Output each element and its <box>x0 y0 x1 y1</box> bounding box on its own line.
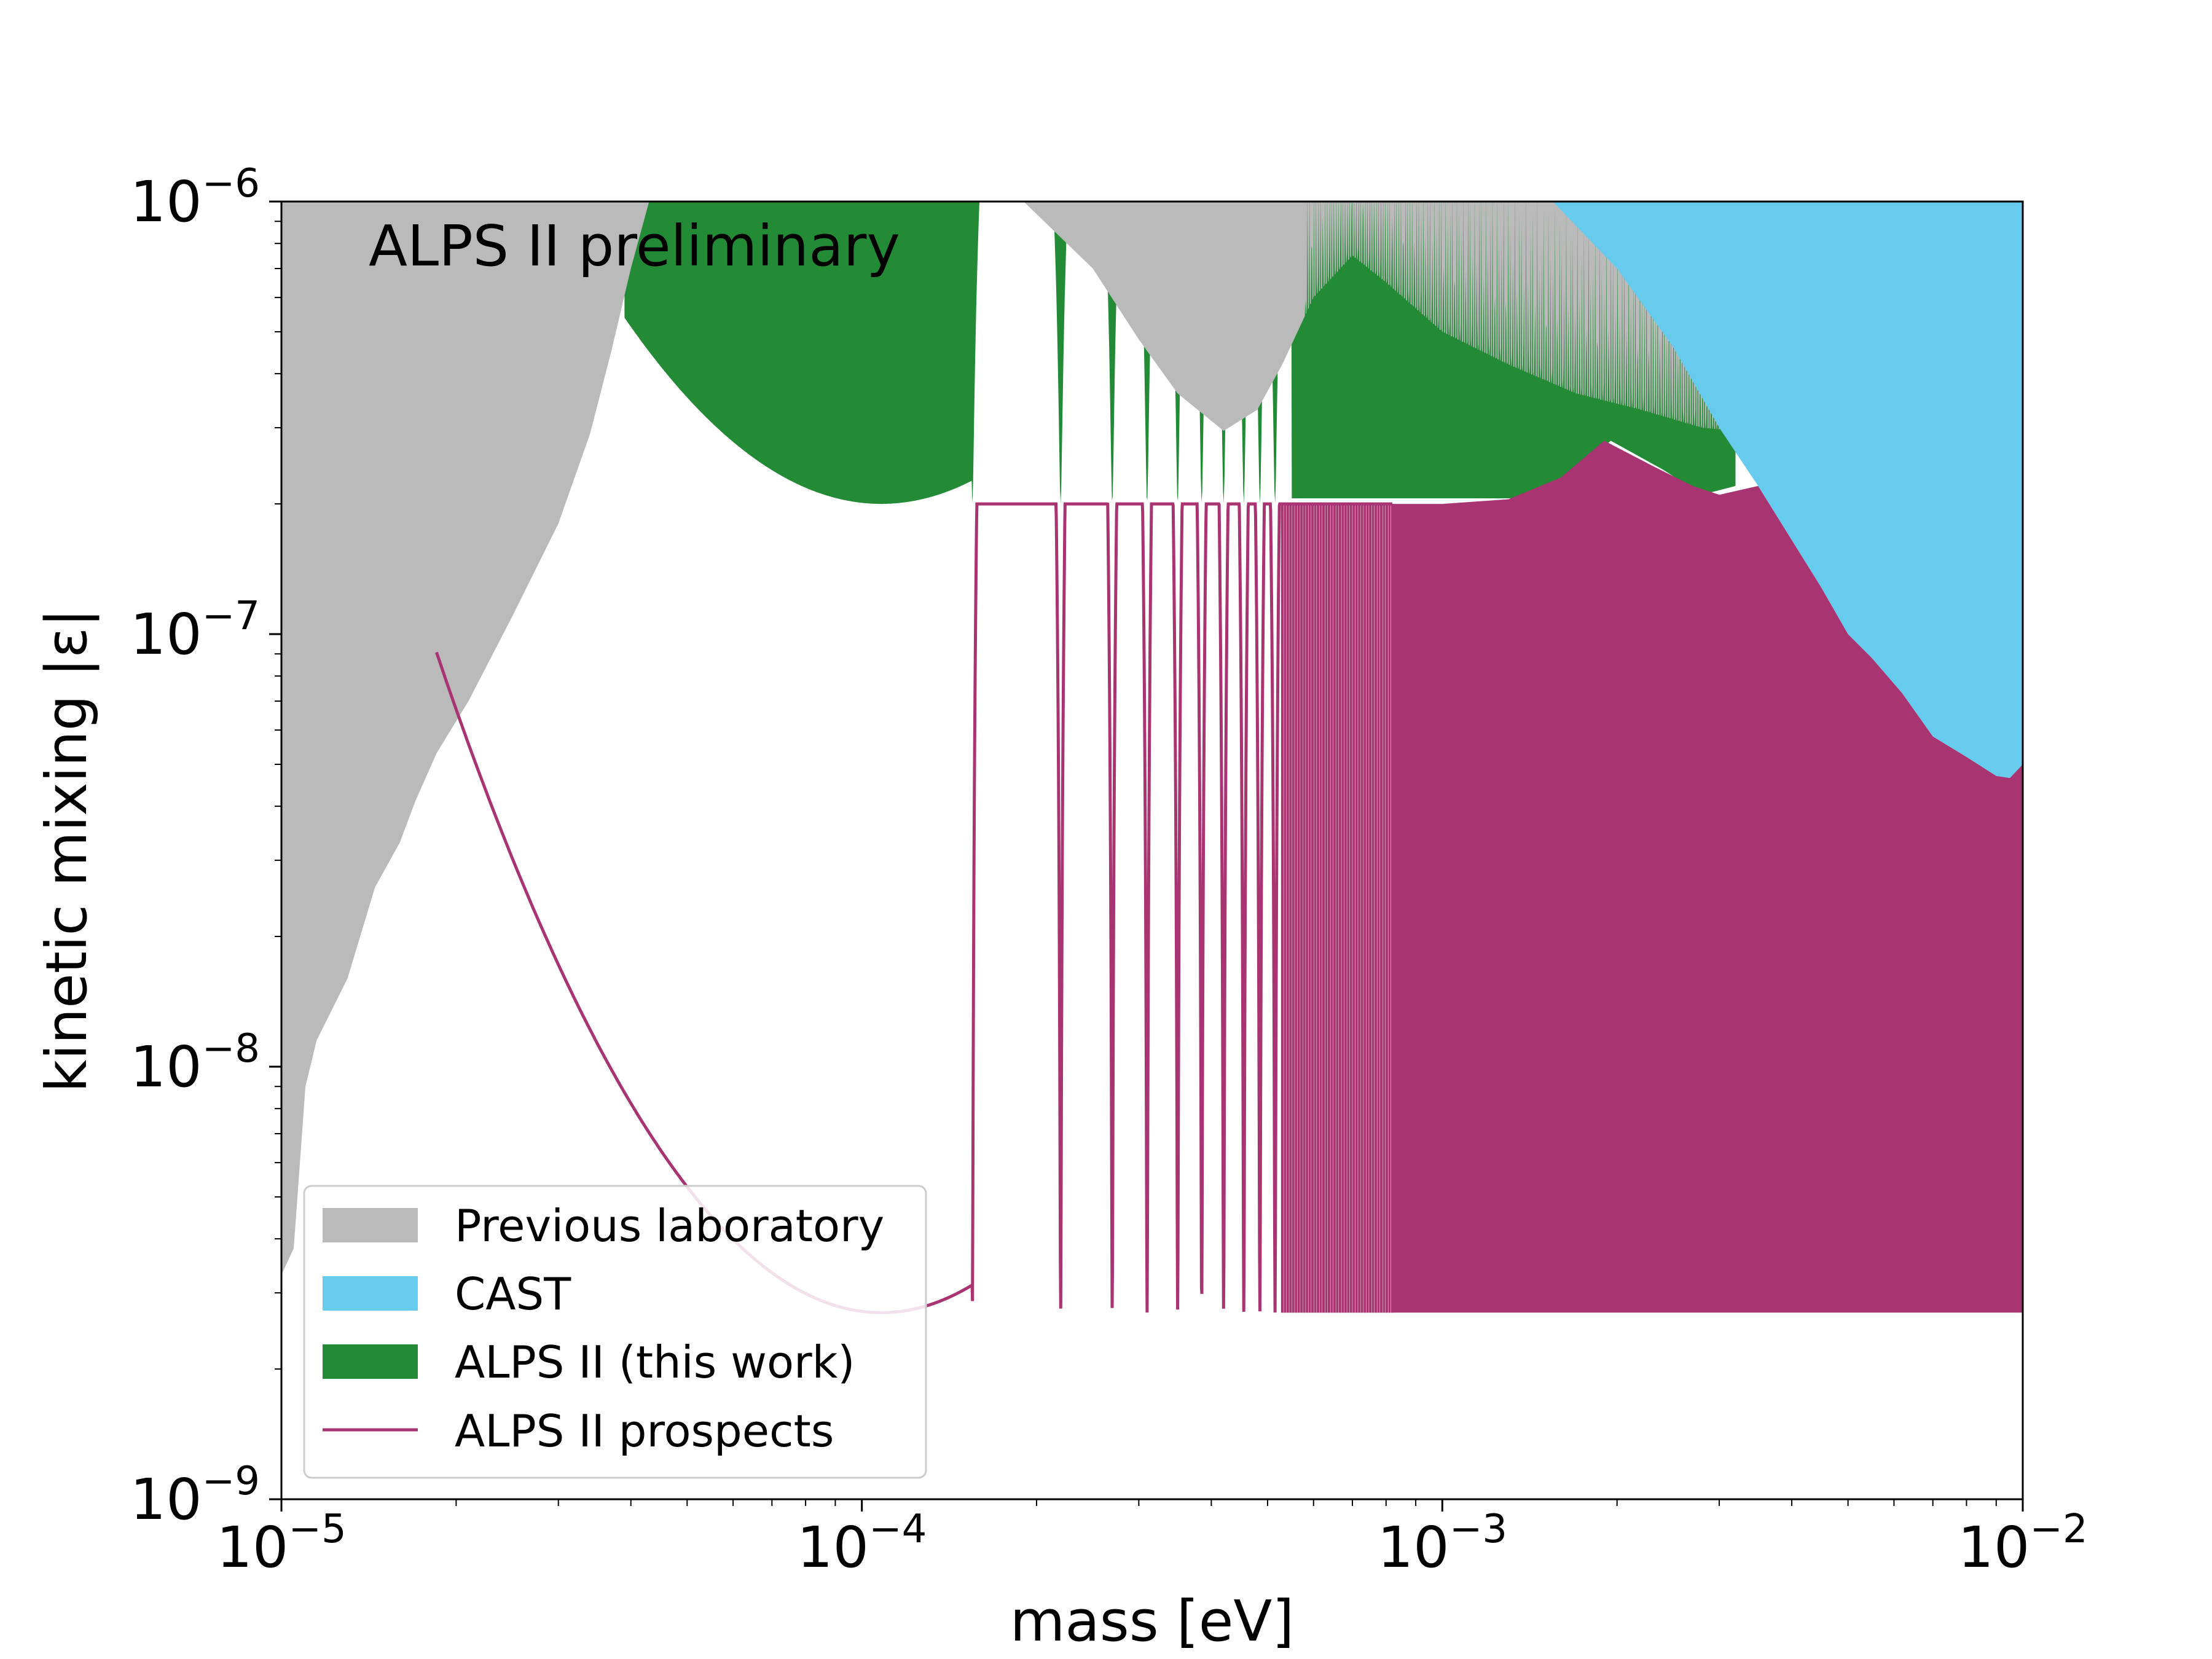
x-tick-exponent: −4 <box>869 1507 927 1552</box>
legend-swatch-alps-ii-this-work <box>323 1344 418 1379</box>
legend-label-previous-laboratory: Previous laboratory <box>455 1200 884 1252</box>
legend-swatch-cast <box>323 1276 418 1311</box>
region-previous-laboratory-upper <box>1024 202 1736 431</box>
y-axis-label: kinetic mixing |ε| <box>34 608 100 1092</box>
x-tick-exponent: −3 <box>1449 1507 1507 1552</box>
legend-label-alps-ii-prospects: ALPS II prospects <box>455 1405 834 1457</box>
y-tick-label: 10−9 <box>130 1459 260 1532</box>
region-previous-laboratory-low-mass <box>281 202 649 1275</box>
y-tick-label: 10−7 <box>130 594 260 667</box>
y-tick-exponent: −8 <box>202 1026 260 1072</box>
legend-swatch-previous-laboratory <box>323 1208 418 1242</box>
legend-label-alps-ii-this-work: ALPS II (this work) <box>455 1336 855 1388</box>
y-tick-base: 10 <box>130 1467 202 1532</box>
y-tick-exponent: −9 <box>202 1459 260 1504</box>
y-tick-exponent: −6 <box>202 161 260 206</box>
x-tick-exponent: −2 <box>2030 1507 2087 1552</box>
y-tick-exponent: −7 <box>202 594 260 639</box>
y-tick-label: 10−6 <box>130 161 260 235</box>
region-cast <box>1553 202 2023 779</box>
region-alps-ii-prospects-filled <box>1392 441 2023 1313</box>
y-tick-base: 10 <box>130 1034 202 1100</box>
plot-area <box>281 202 2023 1314</box>
x-tick-exponent: −5 <box>288 1507 346 1552</box>
y-tick-base: 10 <box>130 169 202 235</box>
legend-label-cast: CAST <box>455 1268 571 1320</box>
annotation-text: ALPS II preliminary <box>369 213 900 279</box>
y-tick-base: 10 <box>130 602 202 667</box>
legend-frame <box>303 1185 927 1479</box>
plot-frame <box>280 200 2024 1500</box>
y-tick-label: 10−8 <box>130 1026 260 1100</box>
legend: Previous laboratory CAST ALPS II (this w… <box>303 1185 927 1479</box>
x-axis-label: mass [eV] <box>1010 1588 1294 1654</box>
